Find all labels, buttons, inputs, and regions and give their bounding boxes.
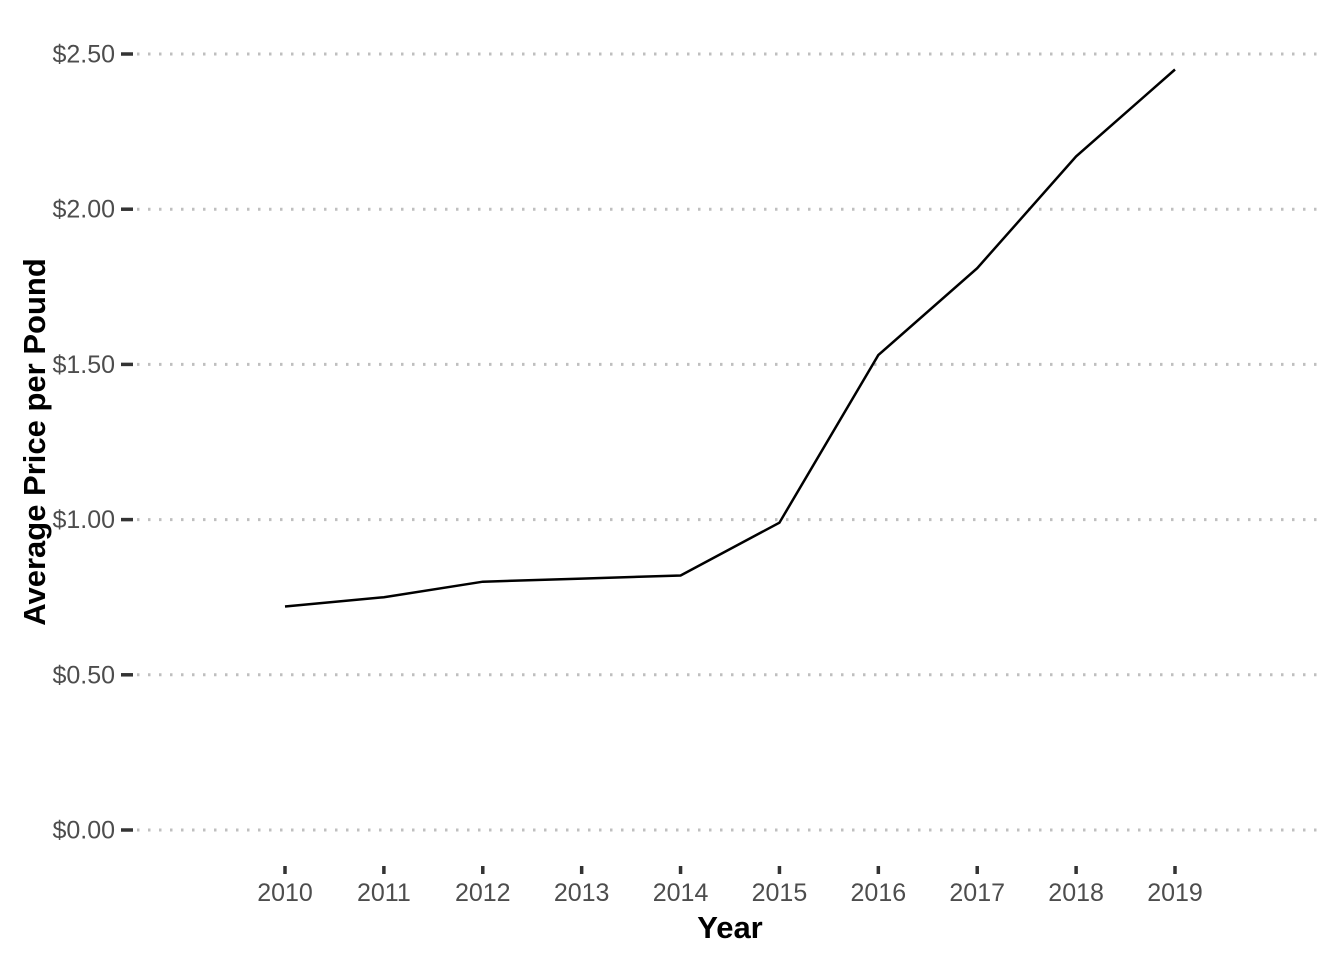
y-tick-label: $2.50	[52, 41, 115, 69]
y-axis-title: Average Price per Pound	[17, 258, 52, 626]
x-tick-label: 2015	[752, 879, 808, 907]
y-tick-label: $0.50	[52, 661, 115, 689]
y-tick-label: $1.50	[52, 351, 115, 379]
x-tick-label: 2017	[949, 879, 1005, 907]
x-tick-label: 2014	[653, 879, 709, 907]
x-tick-label: 2010	[257, 879, 313, 907]
x-tick-label: 2013	[554, 879, 610, 907]
x-tick-label: 2018	[1048, 879, 1104, 907]
price-line	[284, 68, 1176, 608]
series-layer	[284, 68, 1176, 608]
x-axis-title: Year	[697, 910, 763, 945]
x-axis: 2010 2011 2012 2013 2014 2015 2016 2017 2018 2019	[257, 866, 1203, 907]
y-axis: $0.00 $0.50 $1.00 $1.50 $2.00 $2.50	[52, 41, 133, 845]
x-tick-label: 2011	[357, 879, 411, 907]
y-tick-label: $2.00	[52, 196, 115, 224]
x-tick-label: 2012	[455, 879, 511, 907]
y-tick-label: $0.00	[52, 817, 115, 845]
y-tick-label: $1.00	[52, 506, 115, 534]
gridlines-layer	[137, 52, 1323, 832]
x-tick-label: 2019	[1147, 879, 1203, 907]
x-tick-label: 2016	[851, 879, 907, 907]
